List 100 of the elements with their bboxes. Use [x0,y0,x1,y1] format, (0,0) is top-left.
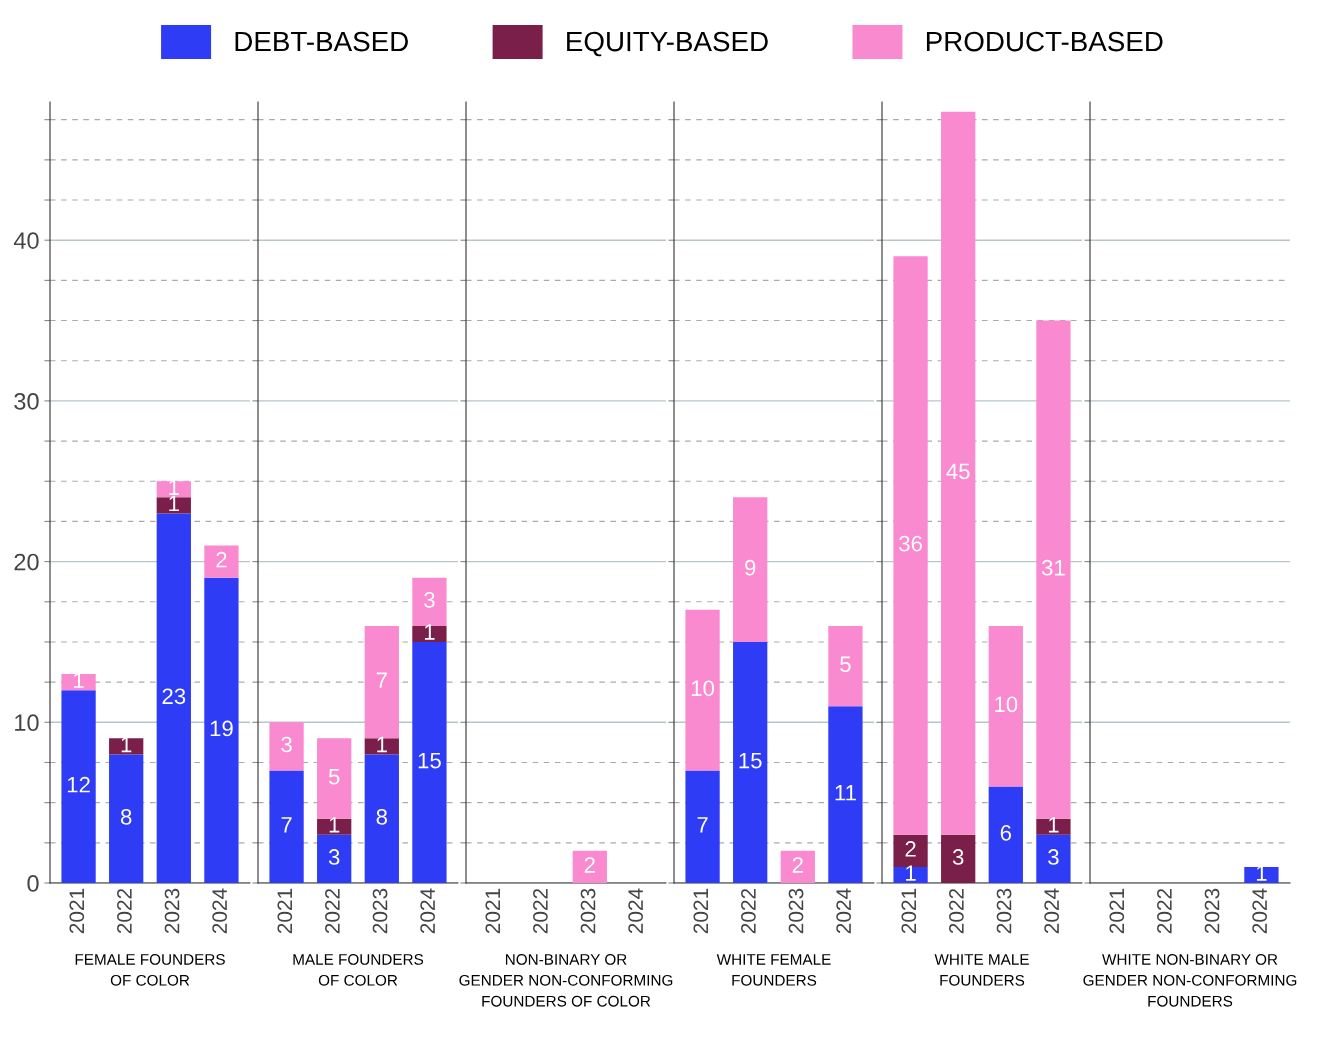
x-tick-label: 2022 [949,888,964,934]
data-label: 45 [946,463,970,480]
bar [780,850,815,883]
legend-label: EQUITY-BASED [567,31,768,57]
data-label: 8 [120,808,132,825]
x-tick-label: 2022 [741,888,756,934]
data-label: 9 [745,559,756,576]
data-label: 11 [835,785,856,801]
bar [269,722,304,771]
bar [317,834,352,883]
x-tick-label: 2024 [212,888,228,934]
data-label: 10 [691,680,715,697]
data-label: 2 [216,551,227,568]
data-label: 23 [162,688,186,705]
data-label: 1 [1048,817,1059,833]
bar [109,738,144,755]
x-tick-label: 2021 [485,888,501,934]
data-label: 1 [377,736,387,753]
bar [412,577,447,626]
y-tick-label: 10 [15,714,39,732]
x-tick-label: 2024 [420,888,436,934]
bar [1036,320,1071,819]
bar [941,834,976,883]
bar [1036,834,1071,883]
x-axis-title: WHITE MALE FOUNDERS [934,954,1029,986]
x-tick-label: 2023 [1204,888,1220,934]
bar [61,690,96,883]
y-tick-label: 40 [13,232,39,249]
data-label: 15 [739,752,762,769]
data-label: 3 [281,736,292,753]
bar [941,111,976,835]
data-label: 2 [905,841,916,857]
data-label: 1 [906,865,916,881]
x-axis-title: MALE FOUNDERS OF COLOR [293,954,424,986]
x-axis-title: WHITE FEMALE FOUNDERS [716,954,831,986]
x-tick-label: 2022 [325,888,340,934]
bar [109,754,144,883]
data-label: 19 [210,720,233,737]
data-label: 1 [329,817,340,833]
bar [364,754,399,883]
bar [988,786,1023,883]
bar [412,625,447,642]
data-label: 3 [424,592,435,608]
data-label: 7 [376,672,387,688]
x-tick-label: 2023 [996,888,1012,934]
data-label: 1 [169,479,179,496]
x-tick-label: 2024 [1252,888,1268,934]
bar [893,834,928,867]
y-tick-label: 0 [27,875,39,892]
data-label: 10 [995,696,1018,713]
x-tick-label: 2022 [1157,888,1172,934]
data-label: 36 [899,535,922,552]
x-tick-label: 2022 [533,888,548,934]
data-label: 5 [328,769,340,785]
bar [733,497,768,642]
x-tick-label: 2022 [117,888,132,934]
bar [412,641,447,883]
data-label: 8 [376,808,388,825]
x-tick-label: 2021 [69,888,85,934]
x-tick-label: 2023 [788,888,804,934]
bar [269,770,304,883]
x-tick-label: 2021 [901,888,917,934]
data-label: 1 [169,495,179,512]
bar [317,818,352,835]
data-label: 5 [840,656,851,673]
data-label: 15 [418,752,441,769]
x-tick-label: 2024 [628,888,644,934]
data-label: 3 [952,849,964,865]
bar [204,545,239,578]
data-label: 6 [1000,825,1012,841]
bar [828,706,863,883]
bar [317,738,352,819]
bar [685,770,720,883]
x-tick-label: 2023 [580,888,596,934]
data-label: 2 [584,857,595,873]
bar [988,625,1023,787]
y-tick-label: 20 [14,553,39,571]
bar [893,866,928,883]
legend-label: PRODUCT-BASED [926,31,1163,52]
bar [61,674,96,691]
data-label: 2 [792,857,803,873]
data-label: 31 [1041,559,1065,576]
x-axis-title: WHITE NON-BINARY OR GENDER NON-CONFORMING FOUNDERS [1083,954,1297,1007]
data-label: 12 [67,776,90,793]
data-label: 7 [281,817,292,833]
x-tick-label: 2023 [372,888,388,934]
data-label: 3 [1048,849,1059,865]
bar [156,513,191,883]
bar [893,256,928,835]
x-axis-title: FEMALE FOUNDERS OF COLOR [75,954,225,986]
bar [1036,818,1071,835]
bar [204,577,239,883]
bar [733,641,768,883]
y-tick-label: 30 [14,392,39,410]
legend-label: DEBT-BASED [235,31,408,52]
x-tick-label: 2021 [1109,888,1125,934]
bar [364,738,399,755]
bar [828,625,863,707]
x-tick-label: 2021 [277,888,293,934]
x-axis-title: NON-BINARY OR GENDER NON-CONFORMING FOUNDERS OF COLOR [459,954,673,1007]
